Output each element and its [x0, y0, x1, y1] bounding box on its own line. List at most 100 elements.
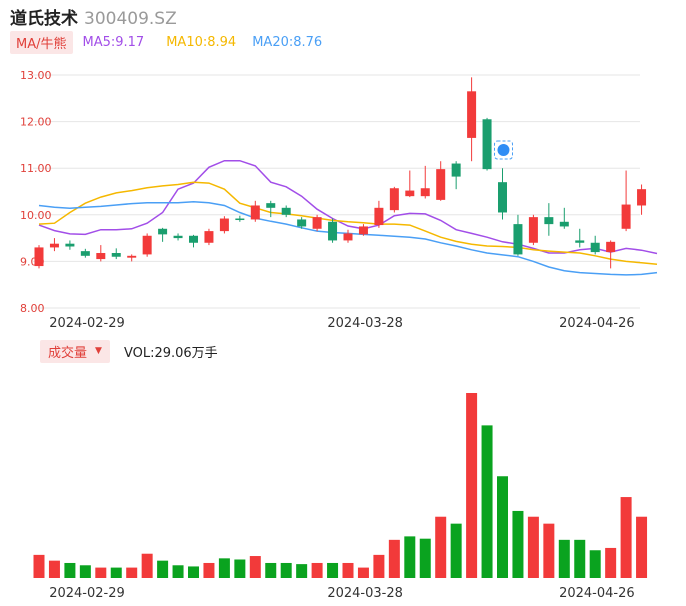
candle-body: [111, 253, 121, 257]
volume-bar: [589, 550, 601, 578]
volume-x-tick-label: 2024-02-29: [49, 586, 125, 601]
candle-body: [49, 243, 59, 248]
candle-body: [358, 226, 368, 235]
ma-legend: MA/牛熊 MA5:9.17 MA10:8.94 MA20:8.76: [10, 30, 322, 54]
volume-bar: [512, 510, 524, 578]
stock-header: 道氏技术 300409.SZ: [10, 4, 177, 29]
price-axis-tick-label: 11.00: [20, 162, 52, 175]
volume-x-tick-label: 2024-03-28: [327, 586, 403, 601]
dropdown-arrow-icon: ▼: [95, 346, 102, 356]
volume-value: VOL:29.06万手: [123, 345, 218, 361]
volume-bar: [95, 567, 107, 578]
candle-body: [312, 217, 322, 229]
candle-body: [235, 218, 245, 221]
candle-body: [65, 243, 75, 247]
volume-legend: 成交量 ▼ VOL:29.06万手: [40, 339, 218, 363]
candle-body: [281, 207, 291, 215]
candle-body: [482, 119, 492, 170]
volume-bar: [33, 554, 45, 578]
price-axis-tick-label: 13.00: [20, 69, 52, 82]
candle-body: [189, 235, 198, 243]
volume-indicator-selector[interactable]: 成交量 ▼: [40, 339, 110, 363]
volume-bar: [218, 558, 230, 578]
candle-body: [467, 91, 477, 138]
volume-bar: [265, 562, 277, 578]
volume-bar: [327, 562, 339, 578]
volume-bar: [450, 523, 462, 578]
volume-bar: [605, 547, 617, 578]
volume-bar: [64, 562, 76, 578]
volume-bar: [527, 516, 539, 578]
volume-bar: [481, 425, 493, 578]
volume-bar: [126, 567, 138, 578]
price-x-tick-label: 2024-04-26: [559, 316, 635, 331]
price-axis-tick-label: 10.00: [20, 209, 52, 222]
price-x-tick-label: 2024-02-29: [49, 316, 125, 331]
volume-bar: [234, 559, 246, 578]
candle-body: [219, 218, 229, 232]
candle-body: [389, 188, 399, 211]
candle-body: [266, 203, 276, 208]
volume-bar: [342, 562, 354, 578]
candle-body: [374, 207, 384, 226]
candle-body: [405, 190, 415, 197]
volume-bar: [249, 556, 261, 578]
volume-bar: [558, 539, 570, 578]
candle-body: [343, 233, 353, 241]
candle-body: [328, 221, 338, 241]
candle-body: [250, 205, 260, 220]
volume-bar: [203, 562, 215, 578]
volume-bar: [141, 553, 153, 578]
volume-bar: [188, 566, 199, 578]
volume-bar: [296, 564, 308, 578]
volume-tag-label: 成交量: [48, 345, 88, 361]
candle-body: [158, 228, 168, 235]
stock-name: 道氏技术: [10, 9, 78, 29]
volume-bar: [357, 567, 369, 578]
stock-code: 300409.SZ: [84, 9, 177, 29]
candle-body: [606, 241, 616, 253]
volume-bar: [435, 516, 447, 578]
volume-bar: [311, 562, 323, 578]
candle-body: [590, 242, 600, 253]
candle-body: [420, 188, 430, 197]
candle-body: [621, 204, 631, 229]
volume-bar: [79, 565, 91, 578]
volume-bar: [419, 538, 431, 578]
ma10-line: [38, 181, 658, 265]
candle-body: [498, 182, 507, 213]
ma-indicator-selector[interactable]: MA/牛熊: [10, 30, 73, 54]
price-axis-tick-label: 12.00: [20, 116, 52, 129]
ma20-legend: MA20:8.76: [252, 34, 323, 50]
volume-bar: [373, 554, 385, 578]
volume-bar: [48, 560, 60, 578]
ma5-legend: MA5:9.17: [82, 34, 145, 50]
volume-bar: [543, 523, 555, 578]
volume-x-tick-label: 2024-04-26: [559, 586, 635, 601]
candle-body: [297, 219, 307, 227]
price-axis-tick-label: 8.00: [20, 302, 45, 315]
volume-bar: [172, 565, 184, 578]
volume-bar: [497, 476, 508, 578]
event-badge-icon[interactable]: [497, 144, 510, 156]
volume-bar: [157, 560, 169, 578]
volume-bar: [404, 536, 416, 578]
candle-body: [436, 169, 446, 200]
candle-body: [96, 253, 106, 260]
volume-bar: [620, 497, 632, 578]
volume-bar: [388, 539, 400, 578]
candle-body: [513, 224, 523, 255]
candle-body: [528, 217, 538, 243]
candle-body: [142, 235, 152, 255]
candle-body: [127, 255, 137, 258]
price-x-tick-label: 2024-03-28: [327, 316, 403, 331]
volume-bar: [466, 393, 478, 578]
candle-body: [173, 235, 183, 239]
candle-body: [544, 217, 554, 225]
ma5-line: [38, 159, 658, 255]
candle-body: [204, 231, 214, 243]
candle-body: [34, 247, 44, 267]
ma10-legend: MA10:8.94: [166, 34, 237, 50]
volume-bar: [574, 539, 586, 578]
